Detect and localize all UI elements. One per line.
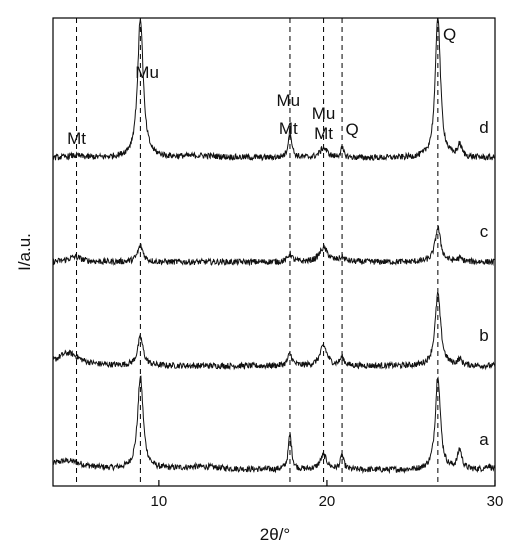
phase-annotation: Mt bbox=[279, 119, 298, 138]
y-axis-title: I/a.u. bbox=[15, 233, 34, 271]
trace-label-c: c bbox=[480, 222, 489, 241]
phase-annotation: Mu bbox=[276, 91, 300, 110]
phase-annotation: Mu bbox=[135, 63, 159, 82]
phase-annotation: Mu bbox=[312, 104, 336, 123]
trace-c bbox=[52, 225, 496, 267]
x-tick-label: 10 bbox=[151, 493, 168, 510]
phase-annotation: Mt bbox=[314, 124, 333, 143]
trace-d bbox=[52, 18, 496, 162]
trace-b bbox=[52, 291, 496, 371]
x-tick-label: 30 bbox=[487, 493, 504, 510]
phase-annotation: Mt bbox=[67, 129, 86, 148]
phase-annotation: Q bbox=[346, 120, 359, 139]
x-tick-label: 20 bbox=[319, 493, 336, 510]
x-axis-title: 2θ/° bbox=[260, 525, 290, 544]
trace-label-a: a bbox=[479, 430, 489, 449]
trace-a bbox=[52, 375, 496, 475]
plot-frame bbox=[52, 17, 496, 487]
trace-label-d: d bbox=[479, 118, 488, 137]
phase-annotation: Q bbox=[443, 25, 456, 44]
trace-label-b: b bbox=[479, 326, 488, 345]
